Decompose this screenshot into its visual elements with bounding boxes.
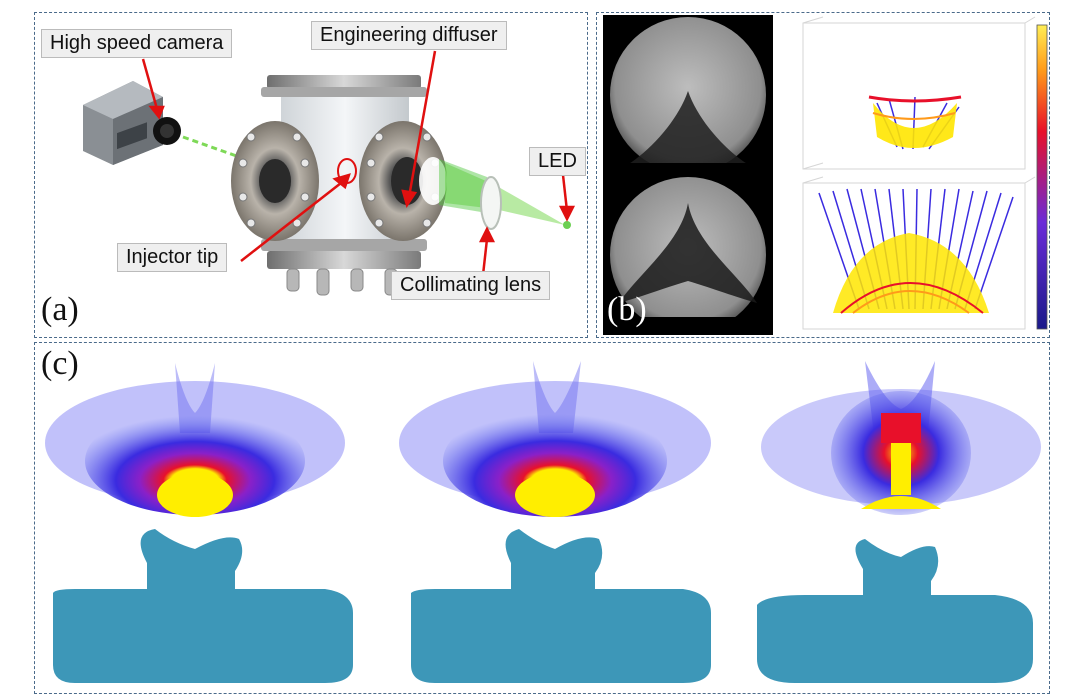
collimating-lens-icon — [480, 176, 502, 230]
spray-volume-renders — [53, 529, 1033, 683]
spray-density-map-1 — [45, 363, 345, 517]
engineering-diffuser-icon — [419, 157, 447, 205]
camera-sightline — [182, 135, 246, 161]
panel-a-label: (a) — [41, 291, 79, 328]
callout-injector-tip: Injector tip — [117, 243, 228, 272]
particle-tracks-3d-top — [802, 16, 1036, 170]
panel-b-label: (b) — [607, 291, 647, 328]
led-light-beam — [445, 163, 565, 225]
callout-high-speed-camera: High speed camera — [41, 29, 233, 58]
colorbar — [1036, 24, 1048, 330]
callout-collimating-lens: Collimating lens — [391, 271, 551, 300]
spray-density-map-3 — [761, 361, 1041, 515]
led-icon — [563, 221, 571, 229]
particle-tracks-3d-bottom — [802, 176, 1036, 330]
panel-c-label: (c) — [41, 345, 79, 382]
panel-a-illustration — [83, 50, 576, 296]
callout-arrows — [141, 50, 576, 276]
panel-c: (c) — [34, 342, 1050, 694]
callout-engineering-diffuser: Engineering diffuser — [311, 21, 507, 50]
high-speed-camera-icon — [83, 81, 181, 165]
panel-b-illustration — [603, 15, 1048, 335]
panel-b: (b) — [596, 12, 1050, 338]
panel-c-illustration — [45, 361, 1041, 683]
callout-led: LED — [529, 147, 586, 176]
spray-density-map-2 — [399, 361, 711, 517]
shadowgraph-images — [603, 15, 773, 335]
panel-a: High speed camera Engineering diffuser L… — [34, 12, 588, 338]
